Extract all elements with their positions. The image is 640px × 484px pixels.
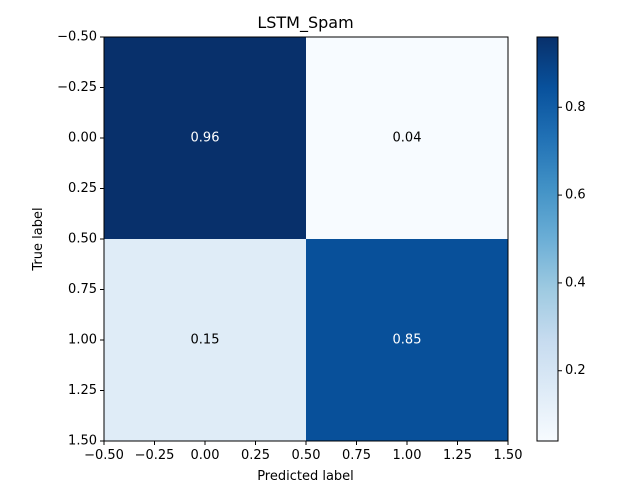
x-tick-label: 0.00: [191, 448, 220, 463]
colorbar-tick-label: 0.4: [565, 275, 586, 290]
x-tick-label: 1.25: [443, 448, 472, 463]
heatmap-cell-1-1: [306, 239, 508, 441]
y-tick-label: 1.00: [68, 333, 97, 348]
colorbar-ticks: 0.2 0.4 0.6 0.8: [558, 100, 586, 378]
x-tick-label: 0.75: [342, 448, 371, 463]
y-tick-label: −0.25: [57, 80, 97, 95]
y-tick-label: 1.25: [68, 383, 97, 398]
heatmap-cells: [104, 37, 508, 441]
colorbar-tick-label: 0.6: [565, 188, 586, 203]
y-tick-label: −0.50: [57, 30, 97, 45]
x-tick-label: 1.50: [494, 448, 523, 463]
cell-value-label-0-1: 0.04: [393, 131, 422, 146]
heatmap-cell-1-0: [104, 239, 306, 441]
x-tick-label: 0.25: [241, 448, 270, 463]
heatmap-cell-labels: 0.96 0.04 0.15 0.85: [191, 131, 422, 348]
colorbar-tick-label: 0.2: [565, 363, 586, 378]
y-tick-label: 1.50: [68, 434, 97, 449]
colorbar: [536, 36, 559, 442]
y-tick-label: 0.00: [68, 131, 97, 146]
heatmap-cell-0-1: [306, 37, 508, 239]
y-tick-label: 0.50: [68, 232, 97, 247]
x-axis-ticks: −0.50 −0.25 0.00 0.25 0.50 0.75 1.00 1.25 1.50: [84, 441, 522, 463]
y-axis-ticks: −0.50 −0.25 0.00 0.25 0.50 0.75 1.00 1.25 1.50: [57, 30, 104, 449]
x-tick-label: −0.50: [84, 448, 124, 463]
x-tick-label: −0.25: [135, 448, 175, 463]
y-axis-label: True label: [31, 207, 46, 271]
cell-value-label-1-1: 0.85: [393, 333, 422, 348]
chart-title: LSTM_Spam: [257, 13, 353, 33]
x-tick-label: 1.00: [393, 448, 422, 463]
x-tick-label: 0.50: [292, 448, 321, 463]
heatmap-cell-0-0: [104, 37, 306, 239]
colorbar-tick-label: 0.8: [565, 100, 586, 115]
cell-value-label-0-0: 0.96: [191, 131, 220, 146]
cell-value-label-1-0: 0.15: [191, 333, 220, 348]
x-axis-label: Predicted label: [257, 469, 354, 480]
y-tick-label: 0.25: [68, 181, 97, 196]
y-tick-label: 0.75: [68, 282, 97, 297]
